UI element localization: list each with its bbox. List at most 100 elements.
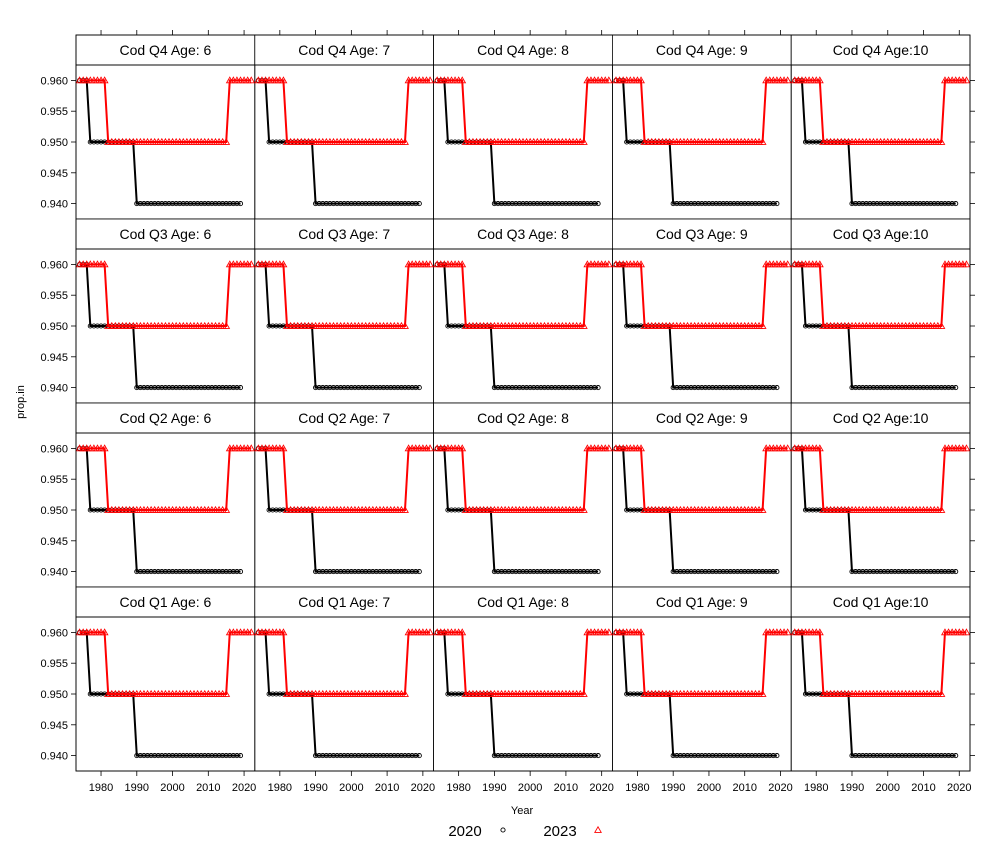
- point-marker: [670, 201, 676, 207]
- x-tick-label: 2020: [232, 782, 256, 794]
- series-2023: [790, 76, 971, 145]
- panel-strip: [433, 34, 613, 66]
- panel-strip: [254, 34, 435, 66]
- point-marker: [159, 201, 165, 207]
- point-marker: [220, 569, 226, 575]
- point-marker: [448, 323, 455, 329]
- point-marker: [355, 569, 362, 575]
- point-marker: [763, 385, 769, 391]
- panel-title: Cod Q2 Age:10: [833, 410, 929, 426]
- point-marker: [867, 569, 873, 575]
- point-marker: [227, 753, 233, 759]
- panel: Cod Q4 Age: 8: [433, 34, 613, 220]
- point-marker: [681, 385, 687, 391]
- point-marker: [881, 753, 887, 759]
- point-marker: [581, 201, 587, 207]
- point-marker: [806, 507, 812, 513]
- y-tick-label: 0.940: [40, 383, 68, 395]
- point-marker: [545, 385, 551, 391]
- point-marker: [849, 569, 855, 575]
- point-marker: [191, 569, 197, 575]
- point-marker: [574, 753, 580, 759]
- point-marker: [520, 753, 526, 759]
- point-marker: [334, 201, 340, 207]
- point-marker: [888, 753, 894, 759]
- point-marker: [881, 201, 887, 207]
- point-marker: [527, 753, 533, 759]
- point-marker: [867, 201, 873, 207]
- point-marker: [527, 385, 533, 391]
- y-axis-title: prop.in: [15, 385, 27, 419]
- point-marker: [500, 827, 506, 833]
- point-marker: [674, 385, 680, 391]
- point-marker: [363, 385, 369, 391]
- point-marker: [581, 569, 587, 575]
- point-marker: [604, 444, 613, 452]
- point-marker: [187, 385, 193, 391]
- point-marker: [962, 76, 971, 84]
- point-marker: [502, 753, 508, 759]
- point-marker: [409, 385, 415, 391]
- point-marker: [388, 201, 394, 207]
- point-marker: [724, 385, 730, 391]
- point-marker: [170, 569, 176, 575]
- point-marker: [330, 569, 337, 575]
- point-marker: [220, 385, 226, 391]
- point-marker: [141, 201, 147, 207]
- point-marker: [191, 201, 197, 207]
- point-marker: [577, 569, 583, 575]
- point-marker: [401, 137, 409, 145]
- point-marker: [524, 753, 530, 759]
- point-marker: [853, 385, 859, 391]
- panel-strip: [75, 586, 256, 618]
- panel: Cod Q1 Age: 6: [75, 586, 256, 772]
- point-marker: [191, 385, 197, 391]
- point-marker: [155, 201, 161, 207]
- point-marker: [920, 569, 927, 575]
- series-line: [794, 263, 967, 327]
- point-marker: [456, 323, 462, 329]
- point-marker: [502, 385, 508, 391]
- point-marker: [448, 139, 455, 145]
- point-marker: [885, 753, 891, 759]
- point-marker: [184, 569, 190, 575]
- point-marker: [345, 385, 351, 391]
- point-marker: [624, 139, 630, 145]
- point-marker: [395, 385, 401, 391]
- point-marker: [384, 753, 390, 759]
- point-marker: [815, 444, 824, 452]
- point-marker: [903, 569, 909, 575]
- series-2023: [790, 260, 971, 329]
- panel-title: Cod Q4 Age: 7: [298, 42, 390, 58]
- point-marker: [595, 569, 601, 575]
- point-marker: [445, 691, 451, 697]
- point-marker: [899, 385, 905, 391]
- point-marker: [810, 691, 816, 697]
- point-marker: [856, 385, 862, 391]
- point-marker: [945, 569, 952, 575]
- point-marker: [377, 385, 383, 391]
- point-marker: [413, 201, 419, 207]
- panel: Cod Q3 Age: 9: [612, 218, 792, 404]
- point-marker: [531, 385, 537, 391]
- point-marker: [247, 628, 256, 636]
- point-marker: [591, 753, 598, 759]
- point-marker: [426, 444, 434, 452]
- point-marker: [359, 385, 365, 391]
- x-tick-label: 2010: [554, 782, 578, 794]
- point-marker: [913, 753, 919, 759]
- point-marker: [94, 323, 101, 329]
- point-marker: [881, 569, 887, 575]
- point-marker: [692, 569, 698, 575]
- point-marker: [684, 385, 691, 391]
- point-marker: [552, 201, 558, 207]
- point-marker: [937, 137, 946, 145]
- point-marker: [334, 753, 340, 759]
- point-marker: [184, 201, 190, 207]
- y-tick-label: 0.950: [40, 321, 68, 333]
- point-marker: [953, 569, 959, 575]
- series-2023: [433, 628, 613, 697]
- point-marker: [874, 201, 880, 207]
- point-marker: [913, 385, 919, 391]
- point-marker: [695, 385, 701, 391]
